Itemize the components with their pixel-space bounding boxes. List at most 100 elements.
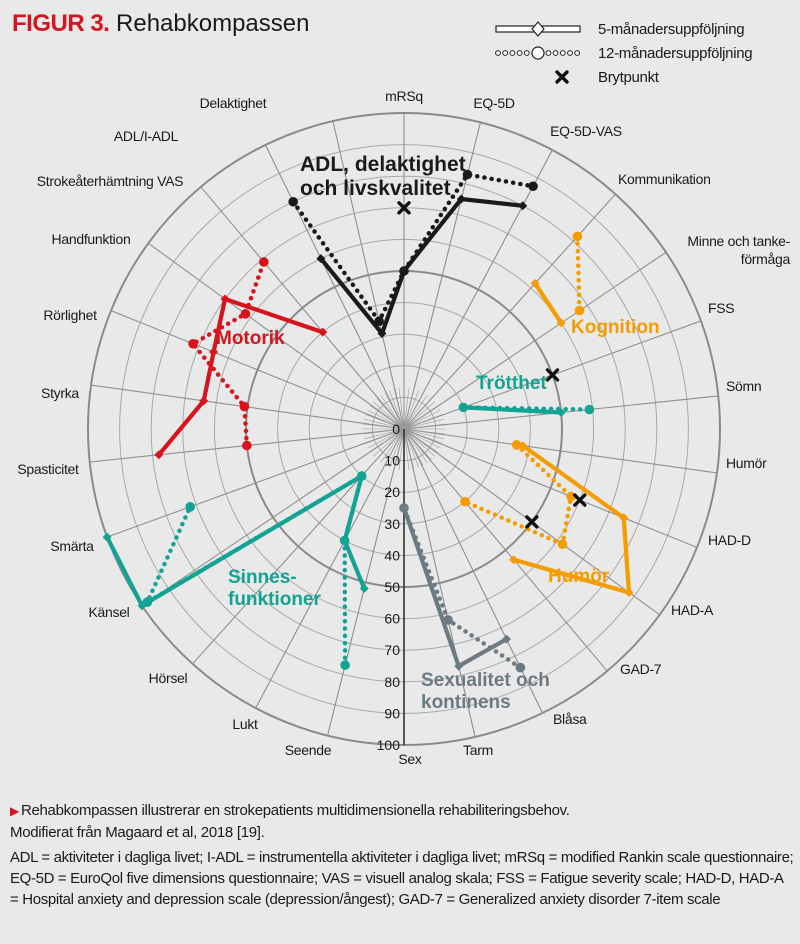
axis-label-line: Blåsa xyxy=(553,711,587,727)
series-line-5-month xyxy=(513,443,632,596)
inner-spoke xyxy=(403,428,419,468)
figure-name: Rehabkompassen xyxy=(116,10,310,37)
spoke-EQ-5D-VAS xyxy=(403,149,553,430)
spoke-Tarm xyxy=(403,428,476,738)
spoke-HAD-D xyxy=(403,428,698,548)
inner-spoke xyxy=(403,405,438,430)
axis-label-sm-rta: Smärta xyxy=(50,538,94,554)
data-point-12-month xyxy=(528,181,538,192)
inner-spoke xyxy=(398,388,405,430)
axis-label-line: Delaktighet xyxy=(200,95,267,111)
data-point-12-month xyxy=(399,503,409,513)
axis-label-eq-5d-vas: EQ-5D-VAS xyxy=(550,123,622,139)
axis-label-line: EQ-5D-VAS xyxy=(550,123,622,139)
inner-spoke xyxy=(363,428,405,435)
axis-label-line: GAD-7 xyxy=(620,661,662,677)
axis-label-line: Smärta xyxy=(50,538,94,554)
axis-label-line: Seende xyxy=(285,742,332,758)
axis-label-spasticitet: Spasticitet xyxy=(17,461,79,477)
inner-spoke xyxy=(403,428,415,469)
axis-label-r-rlighet: Rörlighet xyxy=(43,307,97,323)
inner-spoke xyxy=(370,405,405,430)
series-line-5-month xyxy=(157,296,324,457)
group-label-line: funktioner xyxy=(228,589,321,610)
data-point-12-month xyxy=(288,196,298,207)
tick-label-30: 30 xyxy=(384,516,400,532)
inner-spoke xyxy=(363,423,405,430)
group-label-line: och livskvalitet xyxy=(300,177,451,200)
data-point-5-month xyxy=(377,329,387,339)
inner-spoke xyxy=(389,390,405,430)
legend-label: 12-månadersuppföljning xyxy=(598,44,753,62)
legend-dot xyxy=(509,50,516,56)
tick-label-70: 70 xyxy=(384,642,400,658)
axis-label-kommunikation: Kommunikation xyxy=(618,171,711,187)
axis-label-line: Sömn xyxy=(726,378,761,394)
axis-label-line: ADL/I-ADL xyxy=(114,128,179,144)
series-line-5-month xyxy=(533,282,563,325)
inner-spoke xyxy=(403,428,443,444)
axis-label-line: HAD-A xyxy=(671,602,714,618)
inner-spoke xyxy=(403,409,441,430)
spoke-GAD-7 xyxy=(403,428,608,672)
legend-label: 5-månadersuppföljning xyxy=(598,20,745,38)
axis-label-line: Hörsel xyxy=(149,670,188,686)
data-point-12-month xyxy=(239,401,250,412)
series-line-12-month xyxy=(401,505,523,670)
axis-label-eq-5d: EQ-5D xyxy=(473,95,514,111)
axis-label-line: HAD-D xyxy=(708,532,751,548)
tick-label-60: 60 xyxy=(384,611,400,627)
inner-spoke xyxy=(403,428,432,460)
inner-spoke xyxy=(403,423,445,430)
tick-label-80: 80 xyxy=(384,674,400,690)
group-labels: ADL, delaktighet och livskvalitet Kognitio… xyxy=(216,153,660,713)
legend-dot-large xyxy=(531,46,545,60)
inner-spoke xyxy=(376,428,405,460)
data-point-12-month xyxy=(188,338,198,349)
inner-spoke xyxy=(389,428,405,468)
inner-spoke xyxy=(403,418,444,430)
spoke-Minne-och-tanke-förmåga xyxy=(403,251,667,430)
tick-label-90: 90 xyxy=(384,705,400,721)
tick-label-100: 100 xyxy=(377,737,401,753)
inner-spoke xyxy=(393,389,405,430)
axis-label-h-rsel: Hörsel xyxy=(149,670,188,686)
series-line-12-month xyxy=(189,259,267,448)
data-point-12-month xyxy=(340,660,350,670)
series-line-12-month xyxy=(462,442,574,548)
data-point-12-month xyxy=(259,257,269,267)
legend-dot xyxy=(545,50,552,56)
axis-label-minne-och-tanke-f-rm-ga: Minne och tanke-förmåga xyxy=(687,233,790,267)
data-point-12-month xyxy=(557,539,568,549)
axis-label-k-nsel: Känsel xyxy=(88,604,129,620)
group-label-trötthet: Trötthet xyxy=(476,373,547,394)
inner-spoke xyxy=(403,392,424,430)
data-point-12-month xyxy=(574,305,585,316)
inner-spoke xyxy=(364,428,405,440)
data-point-5-month xyxy=(556,318,566,328)
group-label-line: Kognition xyxy=(571,317,660,338)
axis-label-stroke-terh-mtning-vas: Strokeåterhämtning VAS xyxy=(37,173,183,189)
axis-label-fss: FSS xyxy=(708,300,734,316)
axis-label-had-a: HAD-A xyxy=(671,602,714,618)
inner-spoke xyxy=(403,395,428,430)
spoke-Strokeåterhämtning-VAS xyxy=(200,186,405,430)
legend-item-12-month: 12-månadersuppföljning xyxy=(494,42,768,64)
data-point-5-month xyxy=(624,587,634,597)
axis-label-line: Humör xyxy=(726,455,767,471)
axis-labels: mRSq EQ-5D EQ-5D-VAS Kommunikation Minne och… xyxy=(17,88,791,767)
inner-spoke xyxy=(384,392,405,430)
inner-spoke xyxy=(373,401,405,430)
inner-spoke xyxy=(403,428,424,466)
spoke-Hörsel xyxy=(192,428,405,665)
inner-spoke xyxy=(403,428,410,470)
data-point-5-month xyxy=(199,396,209,406)
spoke-Seende xyxy=(327,428,405,736)
legend-dot xyxy=(516,50,523,56)
data-point-5-month xyxy=(316,254,326,264)
group-label-humör: Humör xyxy=(548,566,610,587)
axis-label-s-mn: Sömn xyxy=(726,378,761,394)
legend-dot xyxy=(574,50,581,56)
inner-spoke xyxy=(403,428,444,440)
axis-label-styrka: Styrka xyxy=(41,385,79,401)
